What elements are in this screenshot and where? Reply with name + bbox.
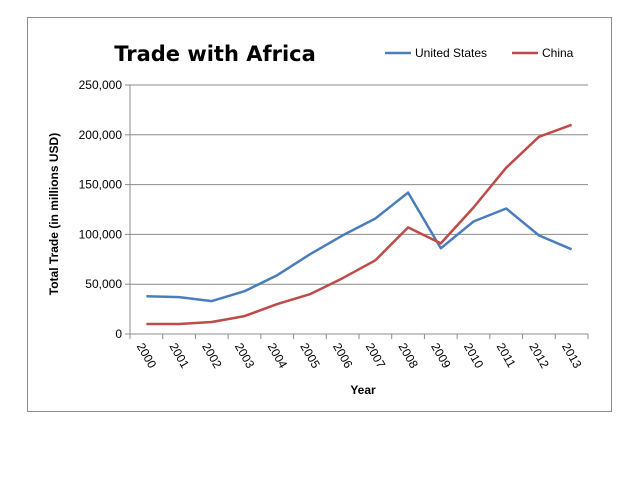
gridlines — [125, 84, 589, 339]
x-tick-label: 2010 — [461, 341, 487, 371]
x-tick-label: 2008 — [395, 341, 421, 371]
y-tick-label: 0 — [115, 327, 122, 341]
y-axis-ticks: 0 50,000 100,000 150,000 200,000 250,000 — [79, 78, 123, 341]
x-axis-ticks: 2000 2001 2002 2003 2004 2005 2006 2007 2008 2009… — [134, 341, 585, 371]
y-tick-label: 50,000 — [85, 277, 122, 291]
chart-title: Trade with Africa — [114, 42, 316, 66]
series-lines — [146, 123, 573, 326]
x-tick-label: 2007 — [363, 341, 389, 371]
legend: United States China — [385, 46, 574, 60]
chart-frame: Trade with Africa United States China 0 50… — [27, 17, 612, 412]
y-tick-label: 200,000 — [79, 128, 123, 142]
x-tick-label: 2004 — [265, 341, 291, 371]
legend-label: China — [542, 46, 574, 60]
legend-label: United States — [415, 46, 487, 60]
line-chart: Trade with Africa United States China 0 50… — [47, 42, 589, 397]
x-tick-label: 2009 — [428, 341, 454, 371]
x-tick-label: 2006 — [330, 341, 356, 371]
x-tick-label: 2005 — [297, 341, 323, 371]
x-axis-title: Year — [350, 383, 376, 397]
x-tick-label: 2001 — [166, 341, 192, 371]
y-axis-title: Total Trade (in millions USD) — [47, 133, 61, 295]
series-line-china — [146, 123, 573, 326]
y-tick-label: 150,000 — [79, 178, 123, 192]
x-tick-label: 2011 — [494, 341, 519, 371]
x-tick-label: 2012 — [526, 341, 552, 371]
y-tick-label: 100,000 — [79, 227, 123, 241]
x-tick-label: 2003 — [232, 341, 258, 371]
x-tick-label: 2002 — [199, 341, 225, 371]
x-tick-label: 2000 — [134, 341, 160, 371]
series-line-united-states — [146, 191, 573, 303]
y-tick-label: 250,000 — [79, 78, 123, 92]
x-tick-label: 2013 — [559, 341, 585, 371]
